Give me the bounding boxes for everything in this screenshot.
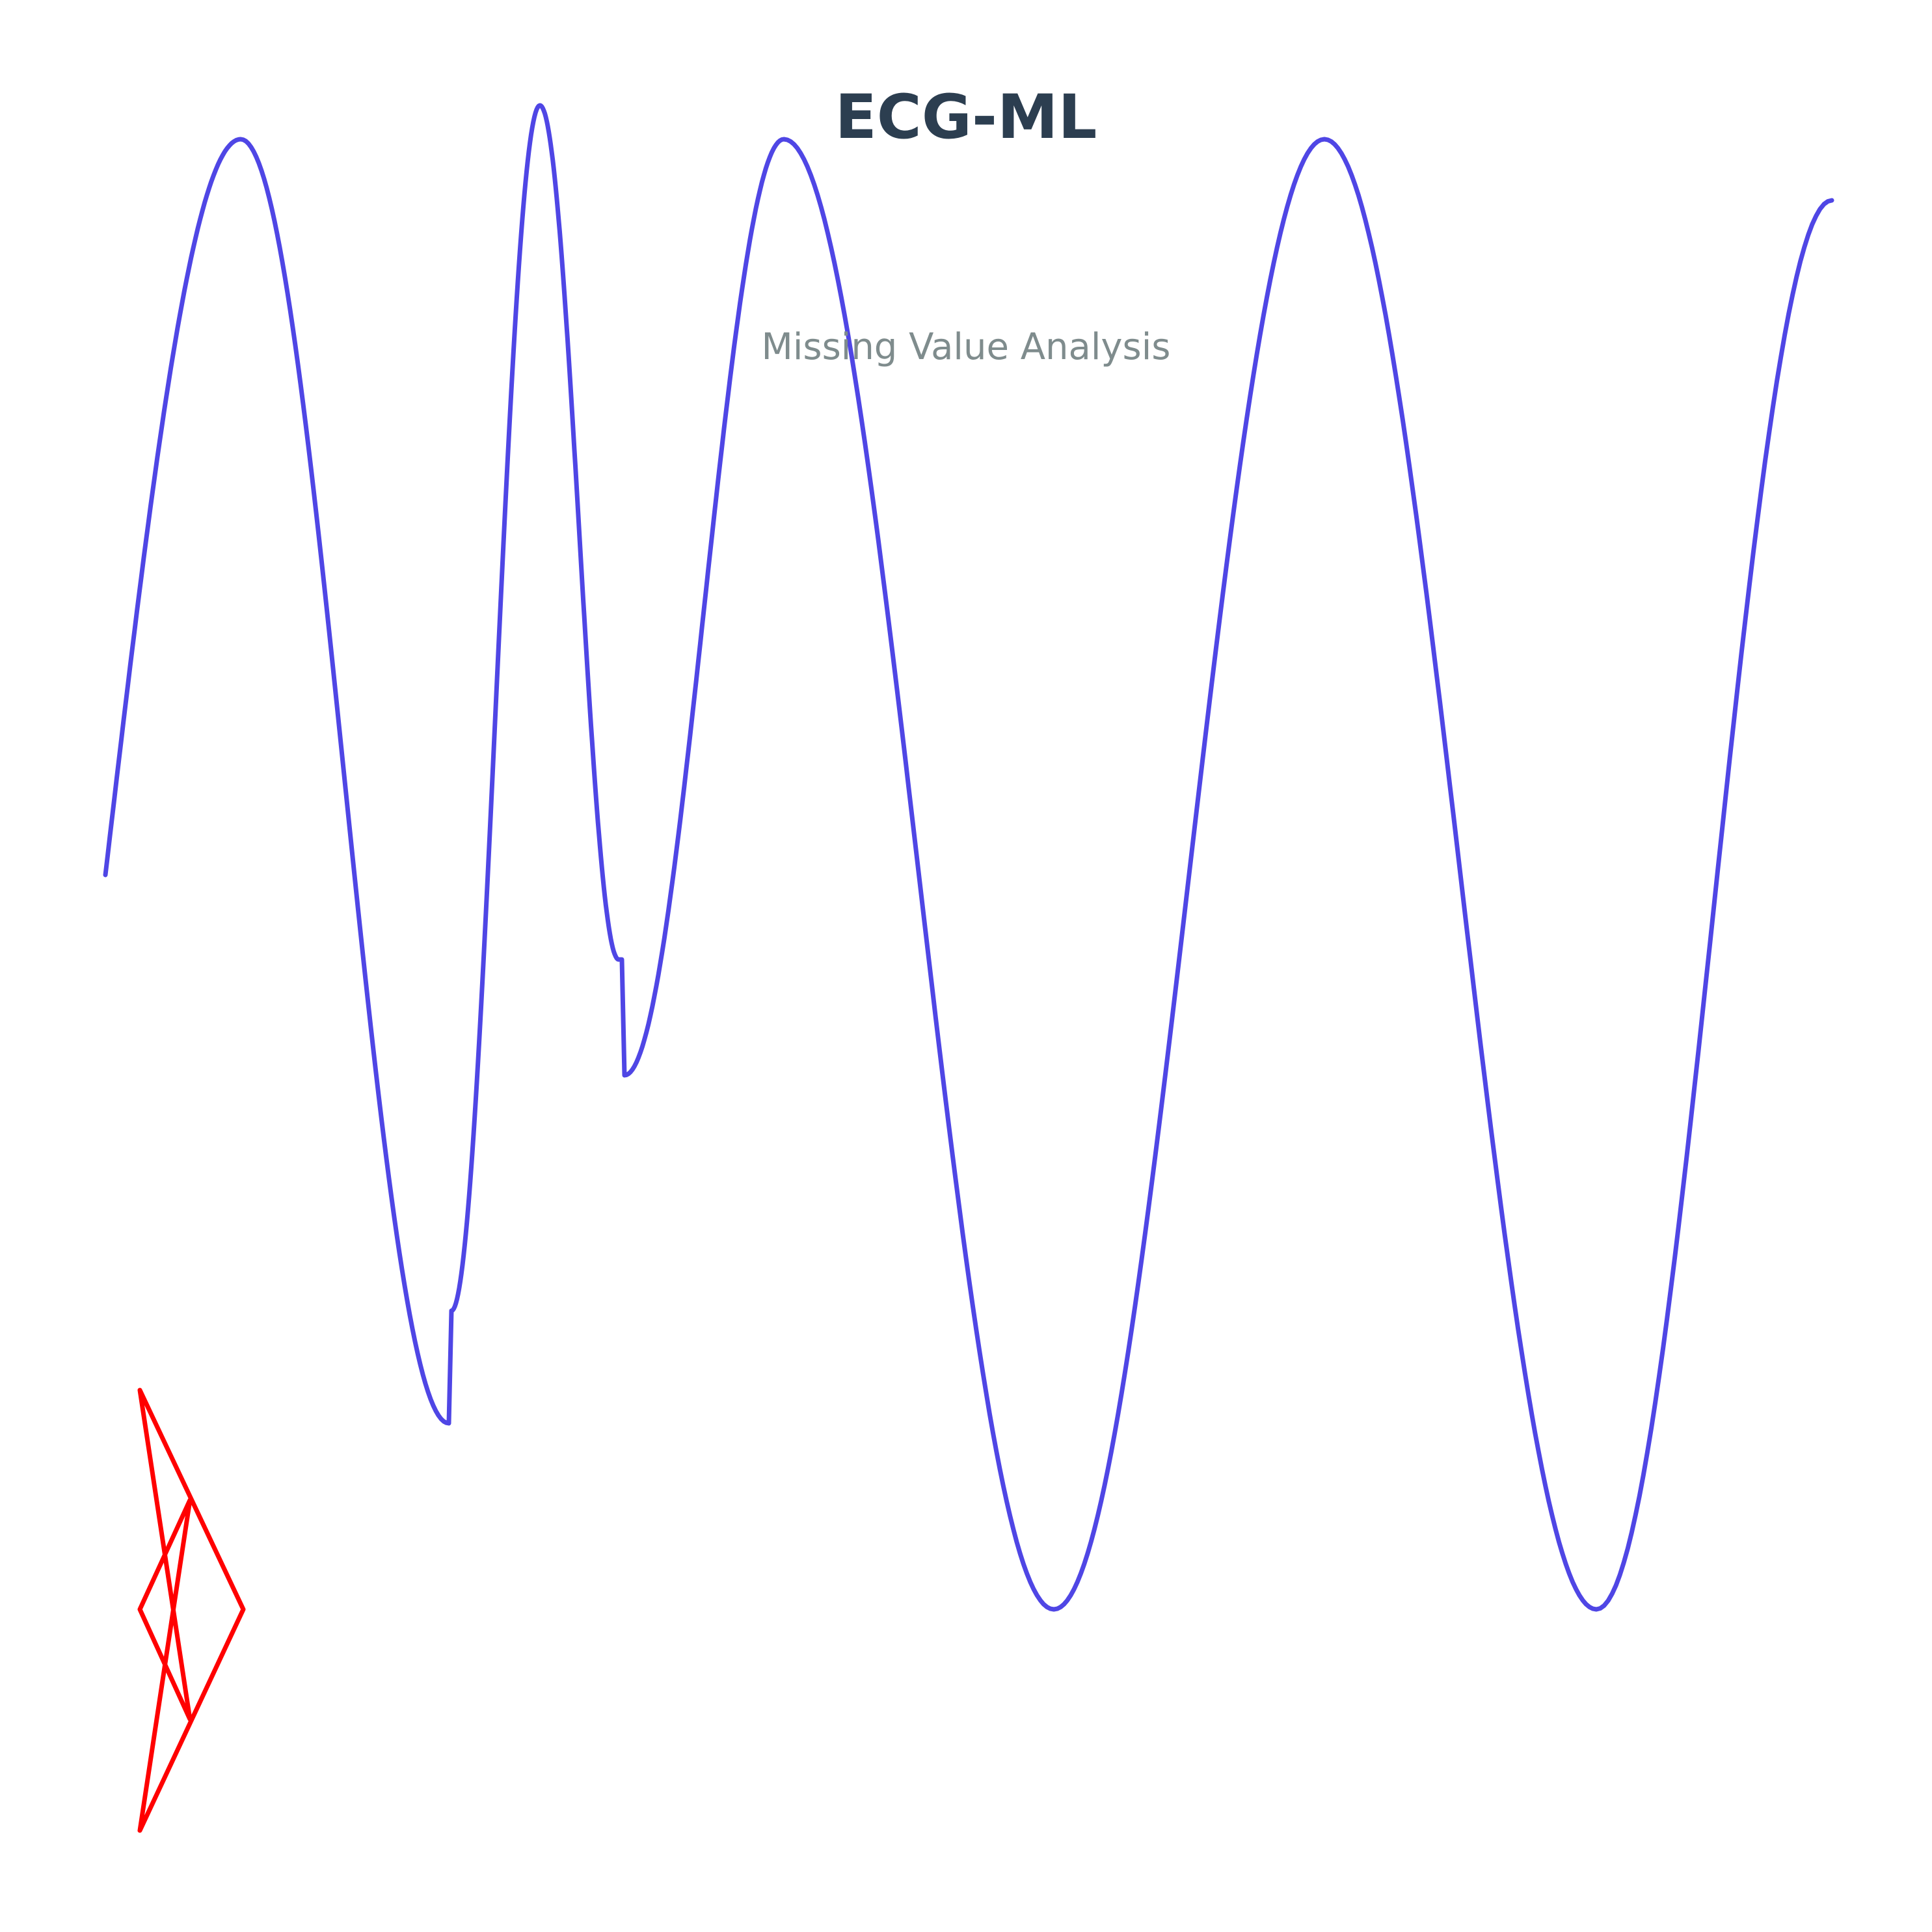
- page-title: ECG-ML: [835, 82, 1097, 153]
- page-subtitle: Missing Value Analysis: [762, 326, 1171, 368]
- star-logo-icon: [137, 1388, 246, 1833]
- ecg-waveform-line: [103, 103, 1834, 1612]
- logo-stroke: [137, 1388, 246, 1833]
